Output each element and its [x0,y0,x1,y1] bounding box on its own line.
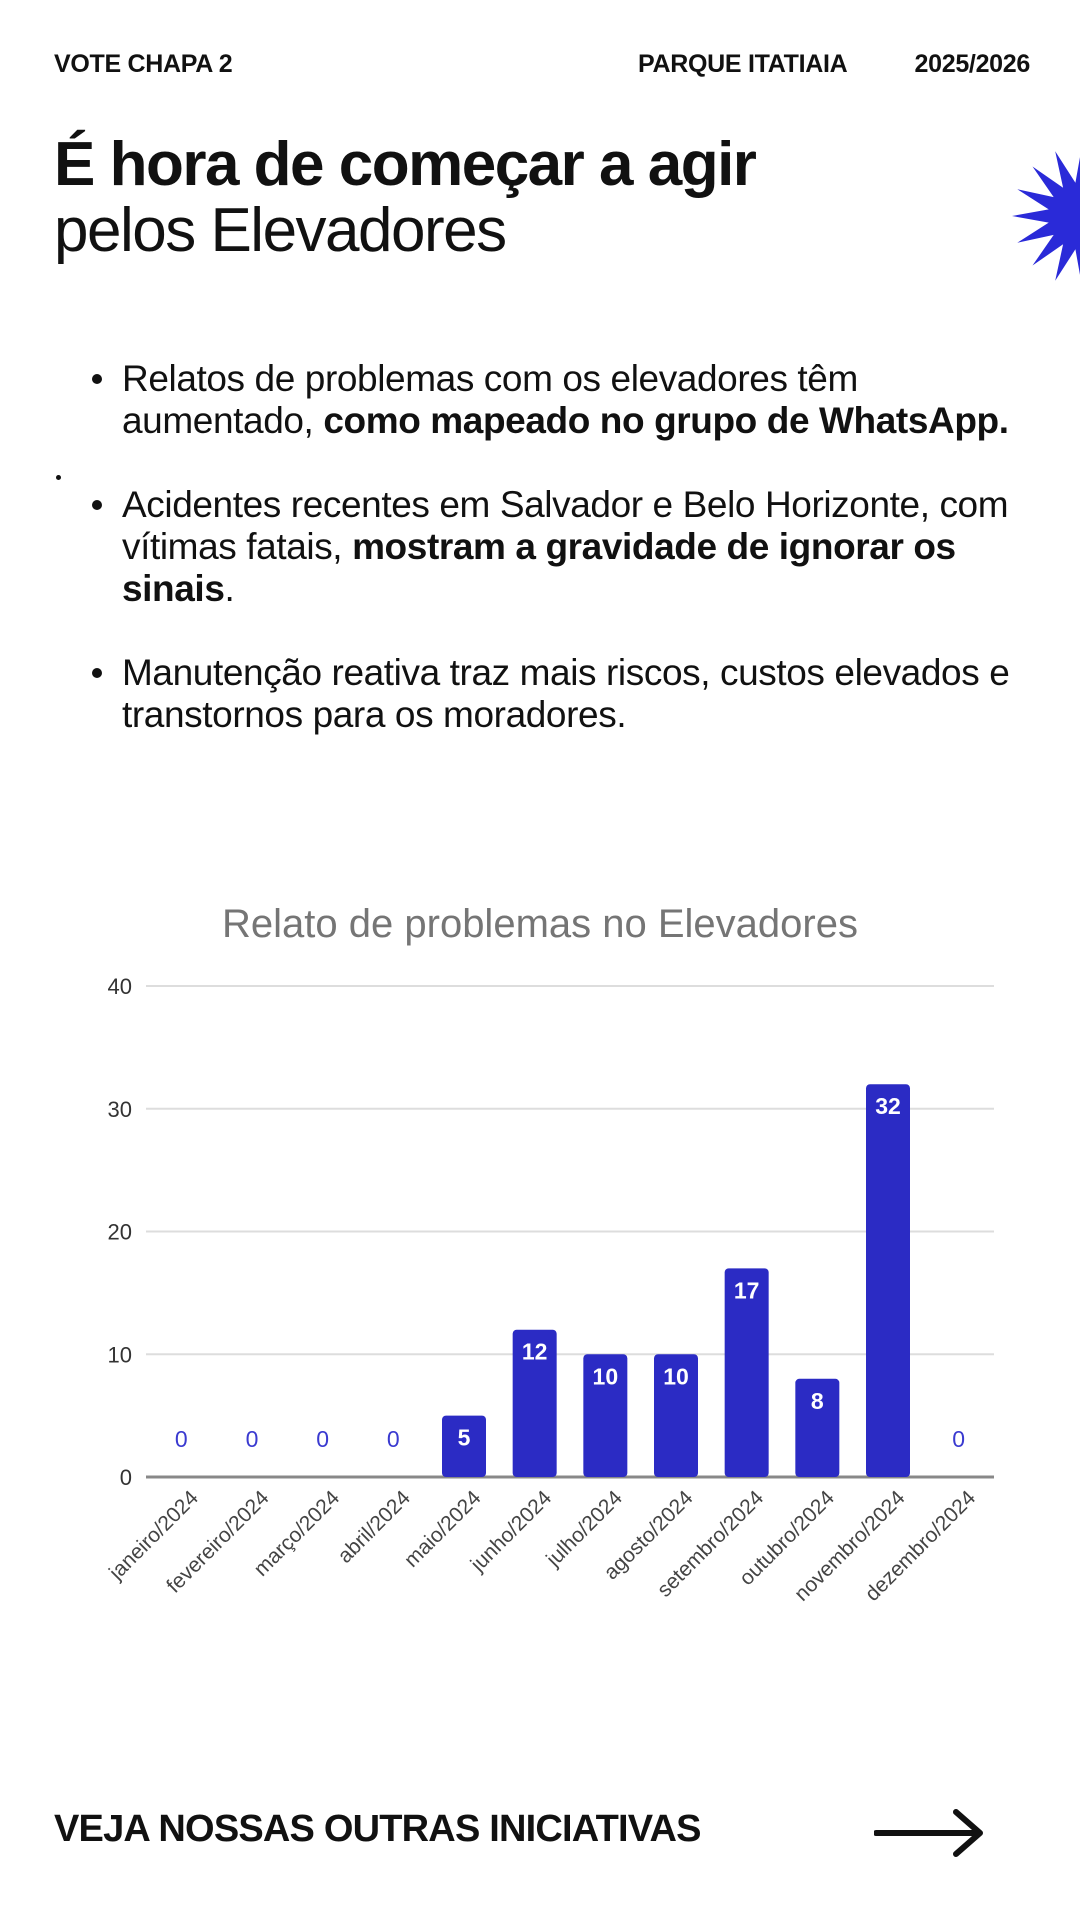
headline: É hora de começar a agir pelos Elevadore… [54,132,954,264]
bar [724,1268,769,1477]
location-label: PARQUE ITATIAIA [638,50,848,78]
bar [583,1354,628,1477]
footer-cta[interactable]: VEJA NOSSAS OUTRAS INICIATIVAS [54,1808,702,1850]
term-label: 2025/2026 [914,50,1031,78]
chart-plot: 0102030400janeiro/20240fevereiro/20240ma… [104,974,994,1606]
stray-dot [56,475,61,480]
bar [654,1354,698,1477]
data-label: 0 [316,1426,329,1452]
data-label: 10 [663,1363,689,1389]
data-label: 10 [593,1363,619,1389]
arrow-right-icon[interactable] [874,1808,986,1858]
bullet-text: Manutenção reativa traz mais riscos, cus… [122,652,1010,735]
data-label: 0 [952,1426,965,1452]
data-label: 0 [387,1426,400,1452]
y-tick-label: 10 [108,1342,132,1367]
headline-line-2: pelos Elevadores [54,196,507,265]
y-tick-label: 30 [108,1097,132,1122]
campaign-label: VOTE CHAPA 2 [54,50,233,78]
headline-line-1: É hora de começar a agir [54,130,757,199]
bar [795,1378,840,1477]
bullet-dot [92,500,102,510]
starburst-shape [1012,151,1080,281]
list-item: Manutenção reativa traz mais riscos, cus… [54,652,1044,736]
data-label: 17 [734,1277,760,1303]
data-label: 8 [811,1388,824,1414]
list-item: Relatos de problemas com os elevadores t… [54,358,1044,442]
bullet-list: Relatos de problemas com os elevadores t… [54,358,1044,778]
bullet-tail: . [224,568,235,609]
bullet-dot [92,668,102,678]
list-item: Acidentes recentes em Salvador e Belo Ho… [54,484,1044,610]
bullet-text: Relatos de problemas com os elevadores t… [122,358,858,441]
bar-chart: Relato de problemas no Elevadores 0 10 20 3… [60,880,1020,1660]
bullet-dot [92,374,102,384]
bullet-bold: mostram a gravidade de ignorar os sinais [122,526,956,609]
y-tick-label: 0 [120,1465,132,1490]
starburst-icon [1012,151,1080,281]
bar [512,1329,557,1477]
data-label: 32 [875,1093,901,1119]
bullet-text: Acidentes recentes em Salvador e Belo Ho… [122,484,1009,567]
y-tick-label: 20 [108,1220,132,1245]
data-label: 5 [458,1425,471,1451]
data-label: 12 [522,1339,548,1365]
data-label: 0 [246,1426,259,1452]
data-label: 0 [175,1426,188,1452]
top-bar: VOTE CHAPA 2 PARQUE ITATIAIA 2025/2026 [54,50,1030,84]
bar [442,1415,486,1477]
y-tick-label: 40 [108,974,132,999]
bar [866,1084,910,1477]
bullet-bold: como mapeado no grupo de WhatsApp. [323,400,1009,441]
chart-title: Relato de problemas no Elevadores [222,902,858,946]
